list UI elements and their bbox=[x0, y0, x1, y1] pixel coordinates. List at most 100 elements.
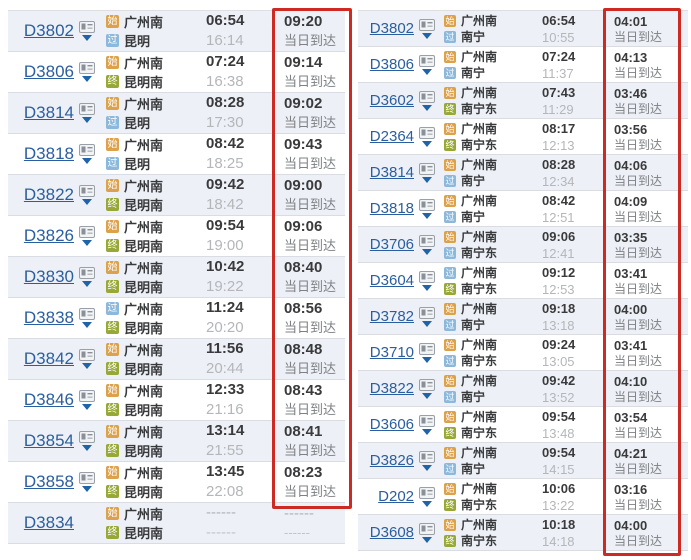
id-card-icon[interactable] bbox=[79, 226, 95, 238]
train-number-link[interactable]: D3814 bbox=[23, 103, 74, 122]
train-number-link[interactable]: D3706 bbox=[369, 236, 414, 253]
id-card-icon[interactable] bbox=[419, 18, 435, 31]
train-number-cell: D3782 bbox=[358, 306, 436, 327]
id-card-icon[interactable] bbox=[419, 414, 435, 427]
id-card-icon[interactable] bbox=[79, 349, 95, 361]
chevron-down-icon[interactable] bbox=[422, 68, 432, 75]
chevron-down-icon[interactable] bbox=[422, 32, 432, 39]
chevron-down-icon[interactable] bbox=[82, 199, 92, 205]
destination-type-badge: 终 bbox=[444, 498, 456, 511]
id-card-icon[interactable] bbox=[79, 21, 95, 33]
train-row: D3858 始 广州南 终 昆明南 13:45 bbox=[8, 462, 345, 503]
chevron-down-icon[interactable] bbox=[82, 240, 92, 246]
id-card-icon[interactable] bbox=[419, 522, 435, 535]
train-number-link[interactable]: D3818 bbox=[369, 200, 414, 217]
id-card-icon[interactable] bbox=[79, 390, 95, 402]
train-number-link[interactable]: D3818 bbox=[23, 144, 74, 163]
chevron-down-icon[interactable] bbox=[422, 176, 432, 183]
origin-station: 广州南 bbox=[461, 122, 498, 136]
id-card-icon[interactable] bbox=[419, 270, 435, 283]
destination-station: 昆明南 bbox=[124, 280, 164, 295]
chevron-down-icon[interactable] bbox=[422, 248, 432, 255]
id-card-icon[interactable] bbox=[419, 198, 435, 211]
id-card-icon[interactable] bbox=[419, 54, 435, 67]
chevron-down-icon[interactable] bbox=[82, 281, 92, 287]
chevron-down-icon[interactable] bbox=[82, 445, 92, 451]
id-card-icon[interactable] bbox=[79, 62, 95, 74]
chevron-down-icon[interactable] bbox=[422, 428, 432, 435]
train-number-link[interactable]: D3782 bbox=[369, 308, 414, 325]
chevron-down-icon[interactable] bbox=[422, 104, 432, 111]
id-card-icon[interactable] bbox=[79, 267, 95, 279]
chevron-down-icon[interactable] bbox=[82, 76, 92, 82]
id-card-icon[interactable] bbox=[419, 486, 435, 499]
train-number-link[interactable]: D3608 bbox=[369, 524, 414, 541]
chevron-down-icon[interactable] bbox=[82, 404, 92, 410]
origin-type-badge: 始 bbox=[106, 138, 119, 151]
origin-line: 始 广州南 bbox=[444, 409, 532, 425]
train-number-link[interactable]: D3858 bbox=[23, 472, 74, 491]
chevron-down-icon[interactable] bbox=[422, 536, 432, 543]
id-card-icon[interactable] bbox=[419, 378, 435, 391]
train-number-link[interactable]: D3830 bbox=[23, 267, 74, 286]
train-number-link[interactable]: D3604 bbox=[369, 272, 414, 289]
train-number-link[interactable]: D3802 bbox=[23, 21, 74, 40]
departure-time: 08:17 bbox=[542, 120, 576, 136]
chevron-down-icon[interactable] bbox=[422, 212, 432, 219]
train-number-link[interactable]: D3854 bbox=[23, 431, 74, 450]
id-card-icon[interactable] bbox=[79, 185, 95, 197]
train-number-link[interactable]: D202 bbox=[378, 488, 414, 505]
train-number-link[interactable]: D3606 bbox=[369, 416, 414, 433]
train-number-link[interactable]: D3806 bbox=[23, 62, 74, 81]
destination-station: 南宁 bbox=[461, 210, 486, 224]
chevron-down-icon[interactable] bbox=[82, 486, 92, 492]
chevron-down-icon[interactable] bbox=[422, 356, 432, 363]
chevron-down-icon[interactable] bbox=[422, 464, 432, 471]
id-card-icon[interactable] bbox=[79, 103, 95, 115]
id-card-icon[interactable] bbox=[419, 342, 435, 355]
id-card-icon[interactable] bbox=[419, 450, 435, 463]
train-number-link[interactable]: D3838 bbox=[23, 308, 74, 327]
train-number-link[interactable]: D3822 bbox=[23, 185, 74, 204]
train-number-link[interactable]: D3846 bbox=[23, 390, 74, 409]
train-number-link[interactable]: D3822 bbox=[369, 380, 414, 397]
train-number-link[interactable]: D3710 bbox=[369, 344, 414, 361]
id-card-icon[interactable] bbox=[79, 431, 95, 443]
chevron-down-icon[interactable] bbox=[422, 140, 432, 147]
route-cell: 始 广州南 终 昆明南 bbox=[106, 463, 200, 501]
train-number-link[interactable]: D3826 bbox=[23, 226, 74, 245]
id-card-icon[interactable] bbox=[419, 162, 435, 175]
origin-type-badge: 过 bbox=[444, 266, 456, 279]
id-card-icon[interactable] bbox=[419, 306, 435, 319]
train-number-link[interactable]: D3602 bbox=[369, 92, 414, 109]
destination-line: 终 南宁东 bbox=[444, 281, 532, 297]
duration-cell: ------ ------ bbox=[284, 503, 314, 543]
destination-station: 南宁 bbox=[461, 318, 486, 332]
id-card-icon[interactable] bbox=[79, 144, 95, 156]
chevron-down-icon[interactable] bbox=[82, 158, 92, 164]
chevron-down-icon[interactable] bbox=[82, 117, 92, 123]
train-number-link[interactable]: D3826 bbox=[369, 452, 414, 469]
train-number-cell: D3602 bbox=[358, 90, 436, 111]
train-number-link[interactable]: D3814 bbox=[369, 164, 414, 181]
chevron-down-icon[interactable] bbox=[82, 322, 92, 328]
id-card-icon[interactable] bbox=[419, 234, 435, 247]
id-card-icon[interactable] bbox=[79, 472, 95, 484]
chevron-down-icon[interactable] bbox=[422, 320, 432, 327]
train-number-link[interactable]: D3806 bbox=[369, 56, 414, 73]
train-number-link[interactable]: D3842 bbox=[23, 349, 74, 368]
chevron-down-icon[interactable] bbox=[82, 35, 92, 41]
train-row: D3814 始 广州南 过 昆明 08:28 bbox=[8, 93, 345, 134]
id-card-icon[interactable] bbox=[79, 308, 95, 320]
train-number-link[interactable]: D3802 bbox=[369, 20, 414, 37]
chevron-down-icon[interactable] bbox=[422, 284, 432, 291]
chevron-down-icon[interactable] bbox=[82, 363, 92, 369]
train-number-link[interactable]: D3834 bbox=[23, 513, 74, 532]
chevron-down-icon[interactable] bbox=[422, 392, 432, 399]
destination-type-badge: 过 bbox=[444, 390, 456, 403]
chevron-down-icon[interactable] bbox=[422, 500, 432, 507]
id-card-icon[interactable] bbox=[419, 90, 435, 103]
train-number-link[interactable]: D2364 bbox=[369, 128, 414, 145]
duration-cell: 09:14 当日到达 bbox=[284, 52, 336, 92]
id-card-icon[interactable] bbox=[419, 126, 435, 139]
